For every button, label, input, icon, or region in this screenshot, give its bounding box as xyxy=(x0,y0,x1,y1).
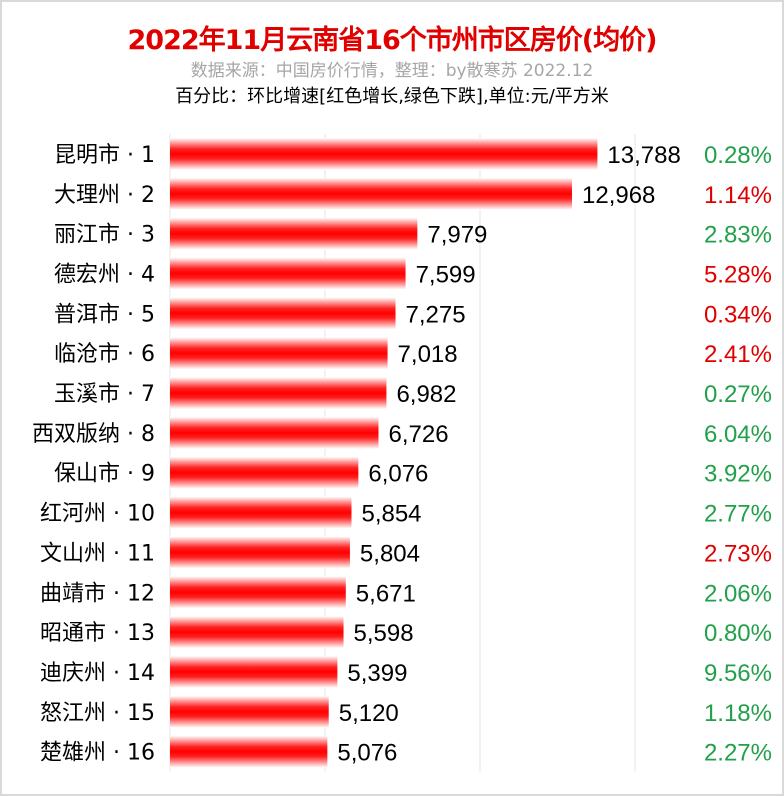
bar xyxy=(170,377,387,410)
change-label: 1.14% xyxy=(704,182,772,209)
change-label: 2.83% xyxy=(704,222,772,249)
bar xyxy=(170,655,338,688)
category-label: 保山市 · 9 xyxy=(54,462,155,487)
category-label: 丽江市 · 3 xyxy=(54,223,155,248)
value-label: 7,599 xyxy=(416,261,476,288)
value-label: 7,979 xyxy=(427,222,487,249)
bar-row: 昭通市 · 13 5,598 0.80% xyxy=(40,616,772,649)
category-label: 德宏州 · 4 xyxy=(54,262,155,287)
bar-row: 昆明市 · 1 13,788 0.28% xyxy=(54,137,772,170)
bar-row: 普洱市 · 5 7,275 0.34% xyxy=(54,297,772,330)
bar-row: 保山市 · 9 6,076 3.92% xyxy=(54,456,772,489)
bar xyxy=(170,297,396,330)
bar-row: 丽江市 · 3 7,979 2.83% xyxy=(54,217,772,250)
value-label: 6,982 xyxy=(396,381,456,408)
bar xyxy=(170,177,573,210)
bar xyxy=(170,137,598,170)
change-label: 3.92% xyxy=(704,461,772,488)
change-label: 2.73% xyxy=(704,540,772,567)
bar xyxy=(170,217,418,250)
value-label: 5,598 xyxy=(354,620,414,647)
value-label: 5,399 xyxy=(347,660,407,687)
chart-subtitle: 数据来源：中国房价行情，整理：by散寒苏 2022.12 xyxy=(190,61,594,81)
bar-row: 曲靖市 · 12 5,671 2.06% xyxy=(40,576,772,609)
category-label: 红河州 · 10 xyxy=(40,502,155,527)
change-label: 5.28% xyxy=(704,261,772,288)
category-label: 怒江州 · 15 xyxy=(40,701,155,726)
bar-row: 红河州 · 10 5,854 2.77% xyxy=(40,496,772,529)
bar-row: 大理州 · 2 12,968 1.14% xyxy=(54,177,772,210)
category-label: 昭通市 · 13 xyxy=(40,621,155,646)
change-label: 1.18% xyxy=(704,700,772,727)
change-label: 9.56% xyxy=(704,660,772,687)
value-label: 5,804 xyxy=(360,540,420,567)
bar-row: 怒江州 · 15 5,120 1.18% xyxy=(40,695,772,728)
bar-row: 迪庆州 · 14 5,399 9.56% xyxy=(40,655,772,688)
change-label: 0.34% xyxy=(704,301,772,328)
value-label: 6,076 xyxy=(368,461,428,488)
category-label: 临沧市 · 6 xyxy=(54,342,155,367)
category-label: 大理州 · 2 xyxy=(54,183,155,208)
category-label: 曲靖市 · 12 xyxy=(40,581,155,606)
bar-row: 文山州 · 11 5,804 2.73% xyxy=(40,536,772,569)
value-label: 5,120 xyxy=(339,700,399,727)
value-label: 5,671 xyxy=(356,580,416,607)
bar xyxy=(170,496,352,529)
category-label: 昆明市 · 1 xyxy=(54,143,155,168)
bar-row: 德宏州 · 4 7,599 5.28% xyxy=(54,257,772,290)
change-label: 0.27% xyxy=(704,381,772,408)
bar-row: 玉溪市 · 7 6,982 0.27% xyxy=(54,377,772,410)
value-label: 7,018 xyxy=(398,341,458,368)
value-label: 12,968 xyxy=(582,182,655,209)
chart-title: 2022年11月云南省16个市州市区房价(均价) xyxy=(127,25,658,56)
bar xyxy=(170,416,379,449)
bar xyxy=(170,456,359,489)
bar-row: 西双版纳 · 8 6,726 6.04% xyxy=(32,416,772,449)
category-label: 玉溪市 · 7 xyxy=(54,382,155,407)
category-label: 文山州 · 11 xyxy=(40,541,155,566)
change-label: 2.41% xyxy=(704,341,772,368)
category-label: 楚雄州 · 16 xyxy=(40,741,155,766)
value-label: 5,076 xyxy=(337,740,397,767)
change-label: 0.80% xyxy=(704,620,772,647)
category-label: 迪庆州 · 14 xyxy=(40,661,155,686)
value-label: 5,854 xyxy=(361,501,421,528)
value-label: 7,275 xyxy=(406,301,466,328)
bar-row: 楚雄州 · 16 5,076 2.27% xyxy=(40,735,772,768)
change-label: 2.77% xyxy=(704,501,772,528)
bar xyxy=(170,337,388,370)
chart-note: 百分比：环比增速[红色增长,绿色下跌],单位:元/平方米 xyxy=(175,86,609,107)
bar xyxy=(170,536,350,569)
bar xyxy=(170,576,346,609)
bar xyxy=(170,735,328,768)
bar xyxy=(170,616,344,649)
change-label: 2.06% xyxy=(704,580,772,607)
bar-row: 临沧市 · 6 7,018 2.41% xyxy=(54,337,772,370)
change-label: 0.28% xyxy=(704,142,772,169)
bar xyxy=(170,257,406,290)
change-label: 6.04% xyxy=(704,421,772,448)
category-label: 西双版纳 · 8 xyxy=(32,422,155,447)
bar xyxy=(170,695,329,728)
value-label: 13,788 xyxy=(607,142,680,169)
value-label: 6,726 xyxy=(389,421,449,448)
change-label: 2.27% xyxy=(704,740,772,767)
category-label: 普洱市 · 5 xyxy=(54,302,155,327)
